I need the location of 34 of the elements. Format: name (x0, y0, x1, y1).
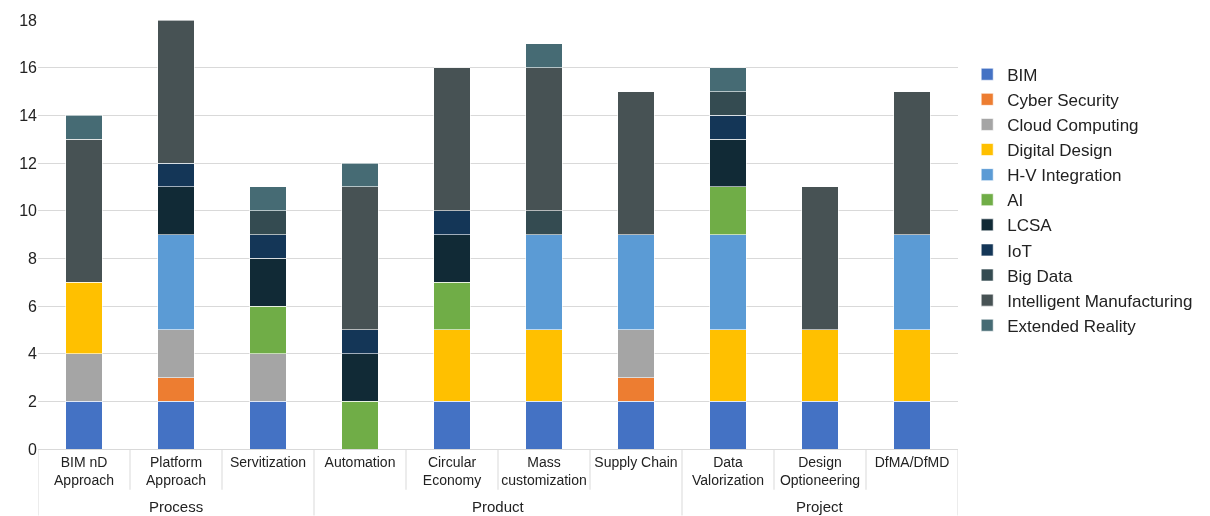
legend-label: IoT (1007, 241, 1032, 261)
x-tick-label: Mass customization (501, 453, 587, 488)
x-tick-label: Automation (324, 453, 396, 470)
y-tick-label: 10 (19, 202, 38, 220)
y-tick-label: 4 (28, 345, 38, 363)
legend-label: Extended Reality (1007, 316, 1137, 336)
legend-label: Cyber Security (1007, 90, 1120, 110)
y-tick-label: 14 (19, 106, 38, 124)
legend-label: LCSA (1007, 216, 1053, 236)
text: Product (472, 498, 525, 515)
y-tick-label: 18 (19, 11, 38, 29)
x-tick-label: Data Valorization (691, 453, 765, 488)
x-tick-label: Servitization (229, 453, 307, 470)
y-tick-label: 0 (28, 440, 38, 458)
x-tick-label: BIM nD Approach (54, 453, 114, 488)
x-tick-label: Platform Approach (146, 453, 206, 488)
legend-label: Big Data (1007, 266, 1073, 286)
x-tick-label: Circular Economy (422, 453, 482, 488)
text: Project (796, 498, 844, 515)
legend-label: H-V Integration (1007, 166, 1122, 186)
text: Process (149, 498, 204, 515)
y-tick-label: 6 (28, 297, 38, 315)
legend-label: Intelligent Manufacturing (1007, 291, 1193, 311)
y-tick-label: 16 (19, 59, 38, 77)
legend-label: BIM (1007, 65, 1038, 85)
y-tick-label: 2 (28, 392, 38, 410)
x-tick-label: DfMA/DfMD (874, 453, 950, 470)
x-tick-label: Design Optioneering (779, 453, 861, 488)
legend-label: Cloud Computing (1007, 116, 1139, 136)
y-tick-label: 12 (19, 154, 38, 172)
y-tick-label: 8 (28, 249, 38, 267)
x-tick-label: Supply Chain (594, 453, 678, 470)
legend-label: AI (1007, 191, 1024, 211)
legend-label: Digital Design (1007, 141, 1113, 161)
